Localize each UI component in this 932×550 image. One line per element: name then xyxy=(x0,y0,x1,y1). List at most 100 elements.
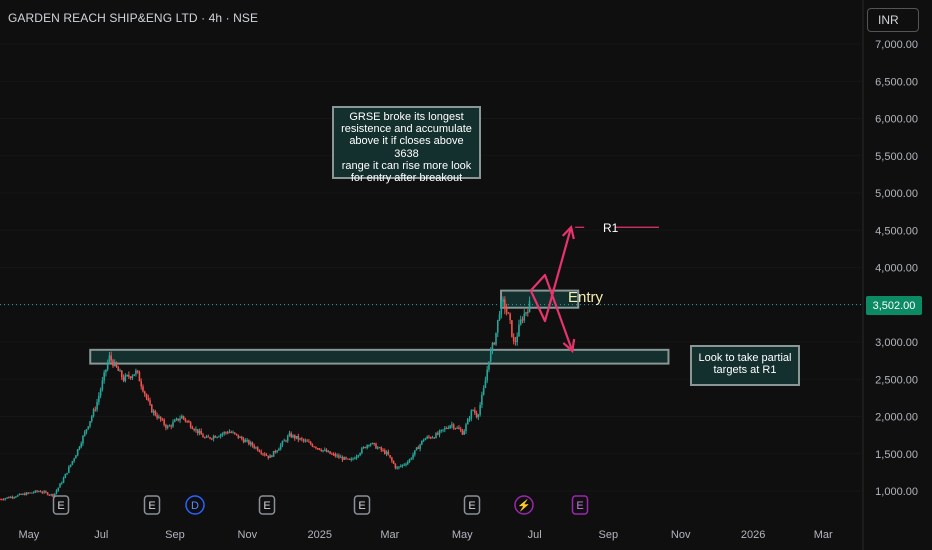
candle-body xyxy=(518,324,520,337)
candle-body xyxy=(316,448,319,450)
candle-body xyxy=(168,425,171,427)
currency-button[interactable]: INR xyxy=(867,8,919,32)
candle-body xyxy=(505,308,508,313)
x-tick-label: 2025 xyxy=(308,529,332,541)
symbol-title[interactable]: GARDEN REACH SHIP&ENG LTD · 4h · NSE xyxy=(8,11,259,25)
candle-body xyxy=(368,445,370,447)
candle-body xyxy=(408,459,411,462)
candle-body xyxy=(417,447,420,449)
candle-body xyxy=(265,455,268,457)
candle-body xyxy=(293,435,296,439)
y-tick-label: 4,000.00 xyxy=(875,263,918,275)
candle-body xyxy=(424,438,427,441)
r1-label[interactable]: R1 xyxy=(603,221,619,235)
candle-body xyxy=(470,410,473,419)
candle-body xyxy=(8,497,10,499)
candle-body xyxy=(320,449,323,452)
candle-body xyxy=(0,499,1,501)
candle-body xyxy=(412,454,414,459)
candle-body xyxy=(272,450,275,457)
y-tick-label: 5,500.00 xyxy=(875,151,918,163)
x-tick-label: Nov xyxy=(671,529,691,541)
earnings-marker: E xyxy=(463,495,481,515)
candle-body xyxy=(392,460,395,464)
candle-body xyxy=(431,437,434,439)
candle-body xyxy=(23,493,26,496)
candle-body xyxy=(391,457,393,461)
y-tick-label: 4,500.00 xyxy=(875,225,918,237)
candle-body xyxy=(429,437,432,439)
candle-body xyxy=(170,425,173,427)
x-tick-label: Mar xyxy=(380,529,399,541)
candle-body xyxy=(135,370,137,375)
candle-body xyxy=(452,424,455,429)
candle-body xyxy=(465,424,467,432)
candle-body xyxy=(364,447,367,449)
annotation-note-targets[interactable]: Look to take partial targets at R1 xyxy=(690,345,800,386)
candle-body xyxy=(454,428,457,430)
candle-body xyxy=(48,494,51,496)
candle-body xyxy=(355,456,358,459)
candle-body xyxy=(276,450,278,453)
earnings-marker: E xyxy=(258,495,276,515)
candle-body xyxy=(387,451,390,456)
candle-body xyxy=(246,440,248,442)
candle-body xyxy=(161,419,164,421)
marker-letter: D xyxy=(191,500,199,512)
candle-body xyxy=(223,432,225,434)
candle-body xyxy=(96,401,98,410)
candle-body xyxy=(256,447,259,451)
candle-body xyxy=(225,432,227,434)
y-tick-label: 6,500.00 xyxy=(875,76,918,88)
candle-body xyxy=(129,376,132,378)
candle-body xyxy=(184,418,187,421)
candle-body xyxy=(308,441,310,443)
candle-body xyxy=(36,490,38,492)
candle-body xyxy=(398,466,400,468)
entry-label[interactable]: Entry xyxy=(568,289,604,306)
note-line: Look to take partial xyxy=(698,352,792,364)
candle-body xyxy=(338,455,340,458)
candle-body xyxy=(421,440,423,445)
candle-body xyxy=(242,438,245,443)
candle-body xyxy=(110,355,113,361)
candle-body xyxy=(345,457,347,459)
candle-body xyxy=(25,492,28,496)
candle-body xyxy=(456,427,458,429)
candle-body xyxy=(336,455,338,457)
y-tick-label: 1,500.00 xyxy=(875,449,918,461)
candle-body xyxy=(75,455,77,459)
candle-body xyxy=(359,453,361,456)
candle-body xyxy=(113,362,116,366)
candle-body xyxy=(260,451,263,454)
candle-body xyxy=(131,375,134,378)
candle-body xyxy=(479,404,481,415)
candle-body xyxy=(339,456,342,458)
marker-letter: E xyxy=(263,500,270,512)
candle-body xyxy=(11,496,14,498)
candle-body xyxy=(98,395,100,402)
candle-body xyxy=(442,429,444,431)
note-line: GRSE broke its longest xyxy=(349,111,464,123)
candle-body xyxy=(83,431,86,436)
annotation-note-breakout[interactable]: GRSE broke its longest resistence and ac… xyxy=(332,106,481,184)
candle-body xyxy=(528,300,531,313)
candle-body xyxy=(463,431,466,435)
candle-body xyxy=(59,483,61,488)
candle-body xyxy=(154,410,157,416)
marker-shape xyxy=(514,495,534,515)
candle-body xyxy=(292,435,294,438)
candle-body xyxy=(226,432,229,434)
candle-body xyxy=(509,313,511,321)
candle-body xyxy=(461,430,464,435)
marker-letter: E xyxy=(468,500,475,512)
x-tick-label: May xyxy=(18,529,39,541)
candle-body xyxy=(357,455,360,457)
note-line: targets at R1 xyxy=(713,364,777,377)
candle-body xyxy=(458,427,460,430)
candle-body xyxy=(444,428,446,430)
candle-body xyxy=(315,446,317,449)
candle-body xyxy=(136,370,139,373)
candle-body xyxy=(166,426,169,428)
